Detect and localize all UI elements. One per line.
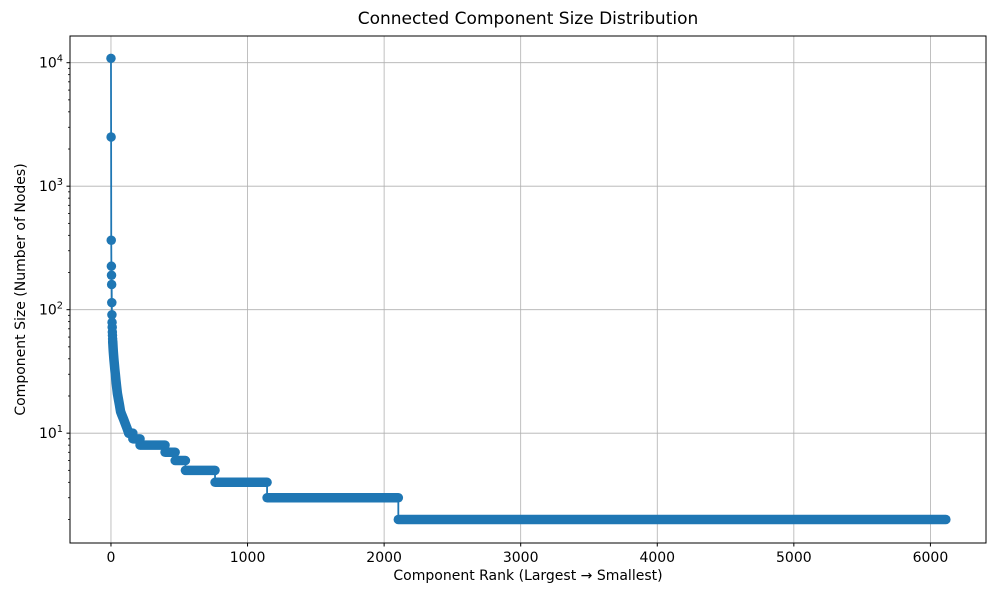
series-dense-curve	[107, 336, 134, 438]
y-tick-label: 104	[39, 54, 63, 72]
y-axis-label: Component Size (Number of Nodes)	[13, 163, 29, 415]
y-tick-label: 103	[39, 177, 63, 195]
series-marker	[106, 270, 117, 281]
series-marker	[107, 297, 117, 308]
y-tick-label: 101	[39, 424, 63, 442]
x-tick-label: 2000	[366, 550, 402, 566]
plot-border	[69, 35, 987, 544]
series-marker	[106, 132, 116, 142]
x-tick-label: 5000	[776, 550, 812, 566]
axes	[66, 35, 987, 547]
y-tick-label: 102	[39, 301, 63, 319]
x-tick-label: 0	[107, 550, 116, 566]
series-marker	[106, 261, 117, 271]
series-marker	[107, 336, 118, 347]
series-connector-line	[110, 58, 946, 521]
data-series	[106, 53, 951, 525]
series-marker	[106, 235, 116, 245]
x-tick-label: 4000	[639, 550, 675, 566]
x-tick-label: 1000	[230, 550, 266, 566]
gridlines	[70, 36, 986, 543]
series-marker	[106, 53, 116, 64]
series-marker	[106, 279, 117, 290]
axis-text: 0 1000 2000 3000 4000 5000 6000 101 102 103 104 Con…	[13, 9, 948, 584]
series-marker	[107, 309, 117, 320]
chart-title: Connected Component Size Distribution	[358, 9, 699, 29]
x-axis-label: Component Rank (Largest → Smallest)	[393, 568, 662, 584]
x-tick-label: 3000	[503, 550, 539, 566]
x-tick-label: 6000	[913, 550, 949, 566]
